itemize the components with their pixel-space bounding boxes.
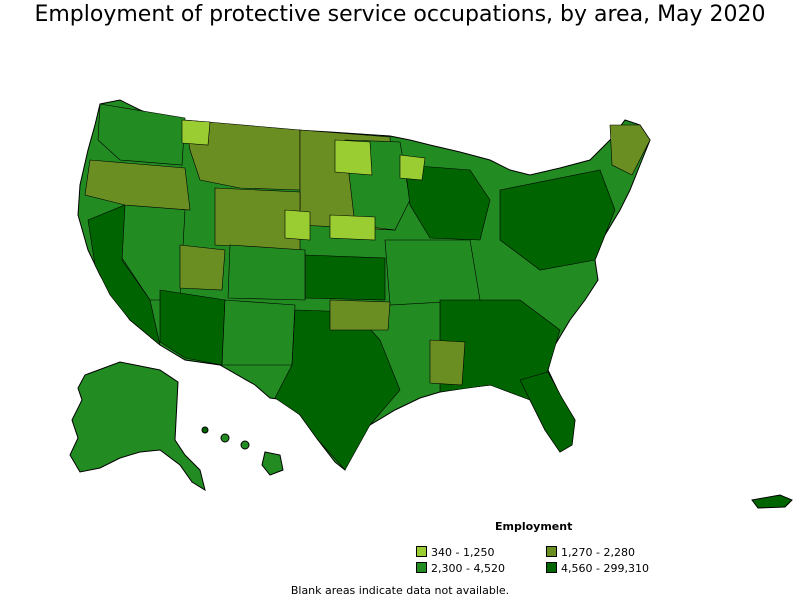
- region-maine: [609, 124, 651, 176]
- legend-swatch-4: [546, 562, 557, 573]
- puerto-rico-shape: [751, 494, 793, 509]
- region-oregon-idaho: [84, 159, 191, 211]
- region-light-mt: [181, 119, 211, 146]
- region-light-mi: [399, 154, 426, 181]
- hawaii: [201, 426, 284, 476]
- map-title: Employment of protective service occupat…: [34, 2, 766, 27]
- legend-title: Employment: [495, 520, 573, 533]
- hawaii-big-island: [261, 451, 284, 476]
- region-olive-nm: [179, 244, 226, 291]
- legend-swatch-3: [416, 562, 427, 573]
- region-midwest: [384, 239, 481, 306]
- puerto-rico: [751, 494, 793, 509]
- hawaii-island-1: [201, 426, 209, 434]
- legend-label-1: 340 - 1,250: [431, 546, 495, 559]
- legend-label-4: 4,560 - 299,310: [561, 562, 649, 575]
- region-texas: [274, 309, 401, 471]
- hawaii-island-3: [240, 440, 250, 450]
- hawaii-island-2: [220, 433, 230, 443]
- region-colorado: [227, 244, 306, 301]
- footnote: Blank areas indicate data not available.: [290, 584, 510, 597]
- region-light-nd: [334, 139, 373, 176]
- legend-item-4: 4,560 - 299,310: [546, 562, 649, 575]
- region-kansas: [304, 254, 386, 301]
- legend-item-2: 1,270 - 2,280: [546, 546, 635, 559]
- legend-item-1: 340 - 1,250: [416, 546, 494, 559]
- region-florida: [519, 371, 576, 453]
- alaska: [69, 361, 206, 492]
- legend-item-3: 2,300 - 4,520: [416, 562, 505, 575]
- region-wisconsin-michigan: [404, 164, 491, 241]
- legend-label-3: 2,300 - 4,520: [431, 562, 505, 575]
- region-washington: [97, 103, 186, 166]
- choropleth-map: [69, 99, 793, 509]
- region-new-mexico: [221, 299, 296, 366]
- region-northeast: [499, 169, 616, 271]
- region-light-wy: [284, 209, 311, 241]
- region-olive-ok: [329, 299, 391, 331]
- region-blocks: [84, 103, 651, 471]
- legend-swatch-1: [416, 546, 427, 557]
- region-california: [87, 204, 161, 346]
- region-arizona: [159, 289, 226, 366]
- region-olive-ms: [429, 339, 466, 386]
- legend-swatch-2: [546, 546, 557, 557]
- legend: Employment 340 - 1,250 1,270 - 2,280 2,3…: [410, 518, 670, 578]
- alaska-shape: [69, 361, 206, 492]
- region-light-ne: [329, 214, 376, 241]
- legend-label-2: 1,270 - 2,280: [561, 546, 635, 559]
